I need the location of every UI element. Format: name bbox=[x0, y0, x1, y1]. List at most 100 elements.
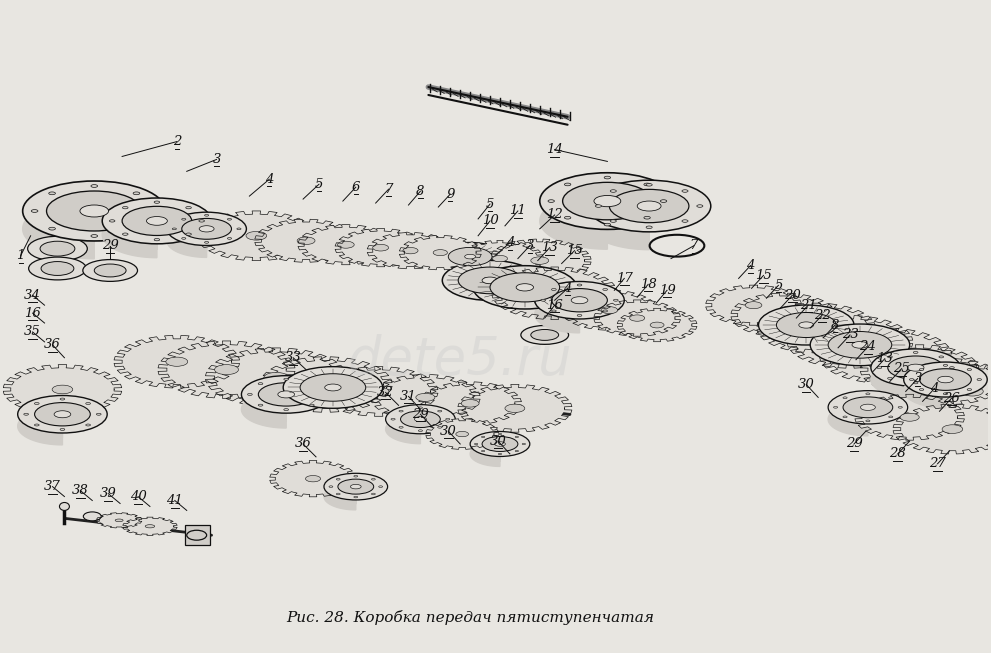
Text: 7: 7 bbox=[690, 239, 698, 252]
Ellipse shape bbox=[414, 417, 426, 422]
Ellipse shape bbox=[646, 226, 652, 229]
Ellipse shape bbox=[594, 195, 620, 207]
Ellipse shape bbox=[53, 385, 72, 394]
Ellipse shape bbox=[102, 198, 212, 244]
Ellipse shape bbox=[920, 368, 924, 370]
Ellipse shape bbox=[758, 305, 854, 345]
Polygon shape bbox=[399, 236, 482, 270]
Polygon shape bbox=[23, 199, 94, 259]
Ellipse shape bbox=[682, 220, 688, 222]
Ellipse shape bbox=[552, 289, 607, 312]
Ellipse shape bbox=[515, 436, 518, 438]
Ellipse shape bbox=[596, 205, 602, 207]
Ellipse shape bbox=[939, 377, 959, 385]
Polygon shape bbox=[335, 229, 426, 267]
Text: 17: 17 bbox=[615, 272, 632, 285]
Ellipse shape bbox=[565, 183, 571, 186]
Text: 4: 4 bbox=[265, 173, 274, 185]
Ellipse shape bbox=[283, 366, 383, 408]
Ellipse shape bbox=[123, 233, 128, 235]
Ellipse shape bbox=[436, 242, 504, 271]
Ellipse shape bbox=[458, 267, 522, 294]
Text: detе5.ru: detе5.ru bbox=[348, 334, 573, 386]
Ellipse shape bbox=[418, 430, 422, 432]
Ellipse shape bbox=[505, 404, 525, 413]
Ellipse shape bbox=[60, 428, 64, 430]
Ellipse shape bbox=[242, 375, 331, 413]
Ellipse shape bbox=[248, 393, 253, 396]
Ellipse shape bbox=[745, 302, 762, 309]
Polygon shape bbox=[458, 385, 572, 432]
Ellipse shape bbox=[446, 419, 450, 420]
Text: 3: 3 bbox=[525, 239, 534, 252]
Ellipse shape bbox=[80, 205, 109, 217]
Ellipse shape bbox=[399, 410, 403, 412]
Text: 21: 21 bbox=[800, 298, 817, 311]
Ellipse shape bbox=[418, 407, 422, 409]
Polygon shape bbox=[588, 198, 649, 249]
Ellipse shape bbox=[914, 351, 918, 353]
Polygon shape bbox=[489, 239, 591, 282]
Ellipse shape bbox=[806, 324, 826, 332]
Ellipse shape bbox=[900, 413, 920, 421]
Polygon shape bbox=[371, 374, 480, 421]
Ellipse shape bbox=[495, 441, 505, 446]
Ellipse shape bbox=[400, 411, 440, 428]
Ellipse shape bbox=[609, 189, 689, 223]
Ellipse shape bbox=[40, 241, 75, 256]
Ellipse shape bbox=[552, 310, 556, 312]
Ellipse shape bbox=[943, 364, 947, 366]
Polygon shape bbox=[255, 219, 358, 263]
Ellipse shape bbox=[603, 289, 607, 291]
Text: 26: 26 bbox=[943, 392, 960, 405]
Ellipse shape bbox=[839, 338, 861, 347]
Ellipse shape bbox=[610, 190, 616, 192]
Ellipse shape bbox=[637, 201, 661, 211]
Ellipse shape bbox=[166, 212, 247, 246]
Ellipse shape bbox=[133, 192, 140, 195]
Ellipse shape bbox=[264, 372, 288, 383]
Ellipse shape bbox=[172, 228, 176, 230]
Ellipse shape bbox=[448, 247, 492, 266]
Ellipse shape bbox=[799, 322, 814, 328]
Ellipse shape bbox=[490, 273, 560, 302]
Polygon shape bbox=[706, 285, 802, 325]
Polygon shape bbox=[893, 404, 991, 454]
Ellipse shape bbox=[35, 424, 39, 426]
Ellipse shape bbox=[871, 349, 960, 387]
Text: 35: 35 bbox=[24, 325, 41, 338]
Ellipse shape bbox=[433, 249, 448, 255]
Ellipse shape bbox=[123, 206, 128, 209]
Ellipse shape bbox=[403, 247, 418, 254]
Ellipse shape bbox=[860, 404, 875, 411]
Text: 3: 3 bbox=[914, 372, 922, 385]
Polygon shape bbox=[324, 483, 356, 510]
Ellipse shape bbox=[151, 210, 158, 212]
Text: 24: 24 bbox=[859, 340, 876, 353]
Ellipse shape bbox=[338, 241, 354, 248]
Text: 32: 32 bbox=[378, 386, 394, 399]
Ellipse shape bbox=[35, 402, 39, 404]
Ellipse shape bbox=[866, 393, 870, 394]
Ellipse shape bbox=[541, 299, 546, 301]
Ellipse shape bbox=[309, 404, 314, 406]
Ellipse shape bbox=[96, 413, 101, 415]
Text: 27: 27 bbox=[930, 457, 945, 470]
Ellipse shape bbox=[354, 496, 358, 498]
Ellipse shape bbox=[949, 366, 954, 369]
Ellipse shape bbox=[227, 218, 232, 220]
Ellipse shape bbox=[309, 383, 314, 385]
Ellipse shape bbox=[697, 205, 703, 207]
Text: 25: 25 bbox=[893, 362, 910, 375]
Text: 22: 22 bbox=[814, 309, 830, 321]
Ellipse shape bbox=[482, 436, 518, 451]
Ellipse shape bbox=[351, 485, 361, 489]
Ellipse shape bbox=[588, 180, 711, 232]
Bar bbox=[184, 525, 210, 545]
Text: 30: 30 bbox=[440, 424, 457, 438]
Polygon shape bbox=[368, 232, 454, 269]
Polygon shape bbox=[860, 345, 979, 394]
Ellipse shape bbox=[644, 183, 650, 186]
Ellipse shape bbox=[603, 310, 607, 312]
Ellipse shape bbox=[147, 217, 167, 225]
